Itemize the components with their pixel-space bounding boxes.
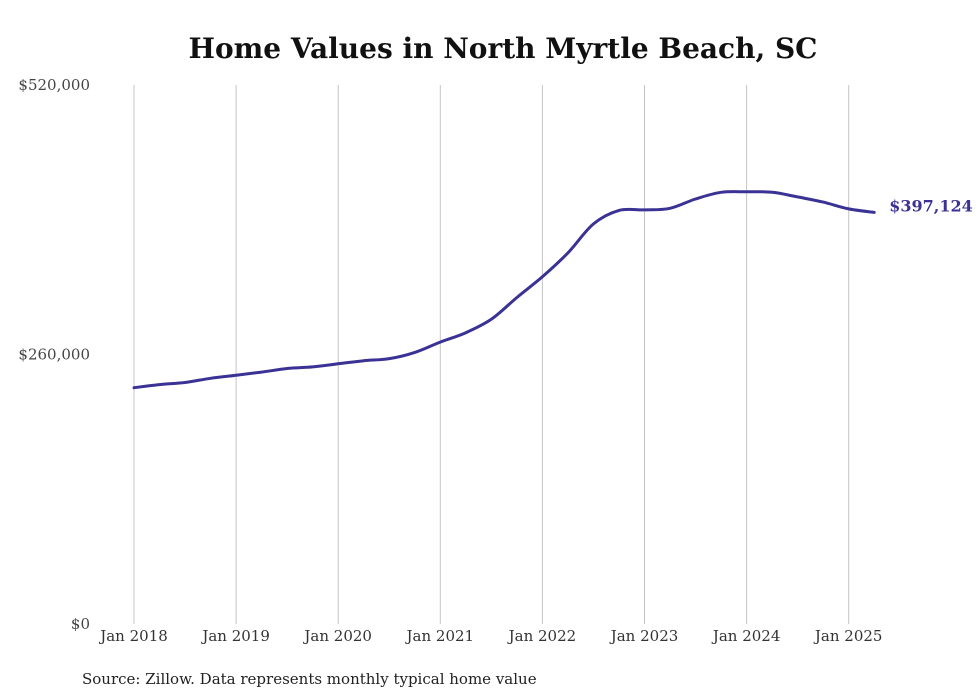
x-tick-label-6: Jan 2024 (711, 627, 781, 645)
home-value-line (132, 190, 876, 390)
x-axis: Jan 2018 Jan 2019 Jan 2020 Jan 2021 Jan 2022… (98, 627, 882, 645)
y-tick-label-0: $0 (71, 615, 90, 633)
y-tick-label-2: $520,000 (18, 76, 90, 94)
end-value-label: $397,124 (889, 196, 973, 215)
y-tick-label-1: $260,000 (18, 346, 90, 364)
x-tick-label-7: Jan 2025 (813, 627, 883, 645)
x-tick-label-5: Jan 2023 (609, 627, 679, 645)
x-tick-label-0: Jan 2018 (98, 627, 168, 645)
source-note: Source: Zillow. Data represents monthly … (82, 670, 537, 688)
gridlines (133, 85, 850, 624)
x-tick-label-4: Jan 2022 (507, 627, 577, 645)
x-tick-label-2: Jan 2020 (302, 627, 372, 645)
x-tick-label-3: Jan 2021 (405, 627, 475, 645)
chart-title: Home Values in North Myrtle Beach, SC (189, 32, 818, 65)
y-axis: $0 $260,000 $520,000 (18, 76, 90, 633)
x-tick-label-1: Jan 2019 (200, 627, 270, 645)
